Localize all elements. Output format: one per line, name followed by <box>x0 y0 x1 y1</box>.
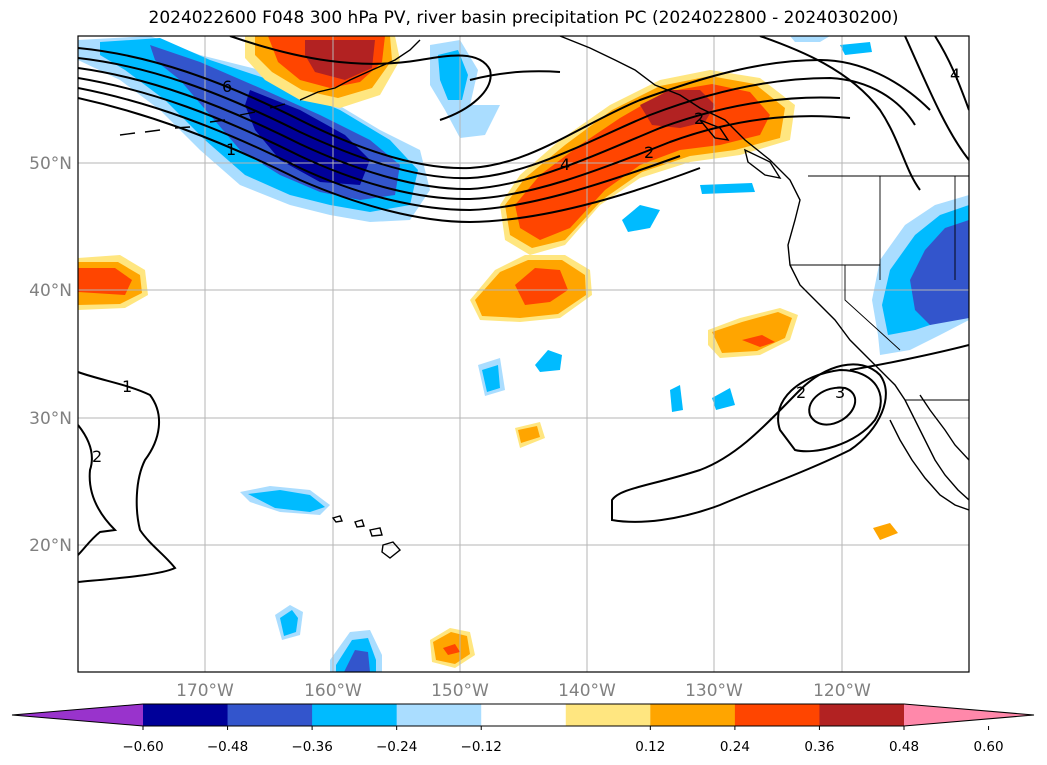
contour-label: 6 <box>222 77 232 96</box>
colorbar-tick-label: −0.48 <box>207 739 248 755</box>
lat-label: 20°N <box>29 536 72 556</box>
contour-label: 2 <box>644 143 654 162</box>
latitude-labels: 50°N 40°N 30°N 20°N <box>29 154 72 556</box>
lon-label: 150°W <box>431 681 489 701</box>
colorbar: −0.60 −0.48 −0.36 −0.24 −0.12 0.12 0.24 0.36 0.4… <box>11 703 1035 755</box>
contour-label: 2 <box>796 383 806 402</box>
colorbar-extend-low <box>12 704 143 726</box>
colorbar-tick-label: 0.48 <box>889 739 919 755</box>
contour-label: 1 <box>226 140 236 159</box>
lon-label: 170°W <box>176 681 234 701</box>
colorbar-tick-label: −0.36 <box>291 739 332 755</box>
colorbar-tick-label: 0.24 <box>720 739 750 755</box>
contour-label: 2 <box>92 447 102 466</box>
longitude-labels: 170°W 160°W 150°W 140°W 130°W 120°W <box>176 681 871 701</box>
colorbar-tick-label: 0.12 <box>635 739 665 755</box>
lon-label: 130°W <box>685 681 743 701</box>
contour-label: 3 <box>835 383 845 402</box>
colorbar-segment <box>143 704 229 726</box>
state-borders <box>790 175 969 401</box>
contour-label: 4 <box>950 65 960 84</box>
colorbar-segment <box>396 704 482 726</box>
lat-label: 30°N <box>29 409 72 429</box>
colorbar-tick-label: −0.24 <box>376 739 417 755</box>
map-frame <box>77 35 970 673</box>
colorbar-extend-high <box>904 704 1034 726</box>
colorbar-segment <box>819 704 905 726</box>
map-area: 6 1 2 4 2 1 2 2 3 4 <box>78 36 969 672</box>
colorbar-tick-label: −0.60 <box>122 739 163 755</box>
colorbar-segment <box>565 704 651 726</box>
colorbar-segment <box>312 704 398 726</box>
pv-contours <box>78 36 969 583</box>
colorbar-segment <box>481 704 567 726</box>
colorbar-segment <box>227 704 313 726</box>
contour-label: 4 <box>560 155 570 174</box>
lon-label: 120°W <box>813 681 871 701</box>
colorbar-segment <box>650 704 736 726</box>
lon-label: 160°W <box>304 681 362 701</box>
contour-label: 1 <box>122 377 132 396</box>
colorbar-tick-label: 0.60 <box>974 739 1004 755</box>
positive-anomaly-shading <box>78 36 898 668</box>
map-title: 2024022600 F048 300 hPa PV, river basin … <box>148 8 899 28</box>
lat-label: 40°N <box>29 281 72 301</box>
graticule <box>78 36 969 672</box>
contour-labels: 6 1 2 4 2 1 2 2 3 4 <box>92 65 960 466</box>
colorbar-tick-label: 0.36 <box>804 739 834 755</box>
contour-label: 2 <box>694 109 704 128</box>
lon-label: 140°W <box>558 681 616 701</box>
lat-label: 50°N <box>29 154 72 174</box>
colorbar-tick-label: −0.12 <box>461 739 502 755</box>
colorbar-segment <box>734 704 820 726</box>
